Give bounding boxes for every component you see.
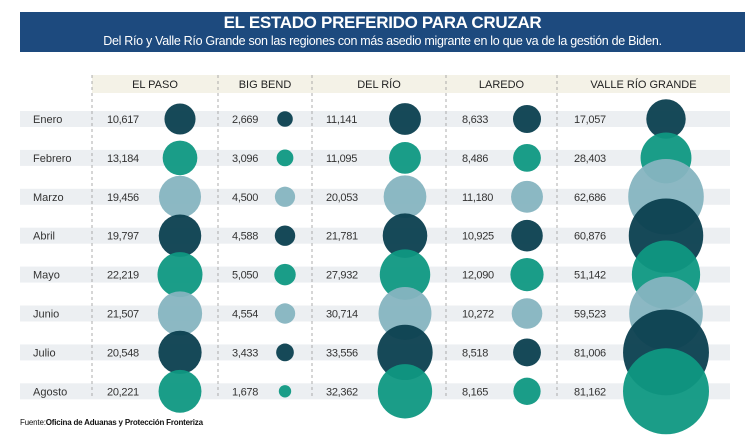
value-label: 17,057 — [574, 114, 606, 126]
value-label: 20,221 — [107, 386, 139, 398]
value-label: 1,678 — [232, 386, 258, 398]
bubble — [274, 225, 296, 246]
bubble — [511, 219, 543, 252]
month-label: Febrero — [33, 153, 72, 165]
value-label: 11,141 — [326, 114, 357, 126]
bubble — [512, 104, 542, 134]
value-label: 21,781 — [326, 231, 358, 243]
value-label: 19,797 — [107, 231, 139, 243]
value-label: 81,162 — [574, 386, 606, 398]
row-band — [20, 111, 730, 127]
value-label: 4,554 — [232, 309, 258, 321]
bubble — [276, 149, 294, 167]
row-band — [20, 149, 730, 166]
bubble — [274, 263, 296, 286]
bubble — [513, 377, 541, 405]
bubble — [158, 369, 202, 413]
bubble — [379, 249, 431, 300]
column-header: LAREDO — [479, 79, 525, 91]
value-label: 27,932 — [326, 270, 358, 282]
bubble — [623, 348, 709, 435]
bubble — [274, 303, 296, 324]
value-label: 60,876 — [574, 231, 606, 243]
value-label: 10,925 — [462, 231, 494, 243]
bubble — [389, 103, 421, 135]
month-label: Agosto — [33, 386, 67, 398]
bubble — [278, 385, 292, 398]
value-label: 2,669 — [232, 114, 258, 126]
value-label: 8,518 — [462, 347, 488, 359]
month-label: Marzo — [33, 192, 64, 204]
value-label: 8,165 — [462, 386, 488, 398]
bubble — [389, 142, 421, 174]
month-label: Junio — [33, 309, 59, 321]
bubble — [383, 175, 427, 219]
source-text: Oficina de Aduanas y Protección Fronteri… — [45, 418, 203, 427]
value-label: 62,686 — [574, 192, 606, 204]
title-banner: EL ESTADO PREFERIDO PARA CRUZAR Del Río … — [20, 12, 745, 52]
value-label: 19,456 — [107, 192, 139, 204]
bubble — [513, 338, 541, 367]
month-label: Abril — [33, 231, 55, 243]
value-label: 3,096 — [232, 153, 258, 165]
value-label: 4,500 — [232, 192, 258, 204]
value-label: 28,403 — [574, 153, 606, 165]
value-label: 11,180 — [462, 192, 493, 204]
bubble — [382, 213, 428, 258]
column-header: EL PASO — [132, 79, 178, 91]
month-label: Mayo — [33, 270, 60, 282]
column-header: DEL RÍO — [357, 78, 401, 91]
value-label: 13,184 — [107, 153, 139, 165]
value-label: 8,486 — [462, 153, 488, 165]
chart-subtitle: Del Río y Valle Río Grande son las regio… — [103, 34, 662, 48]
bubble — [277, 111, 293, 127]
column-header: VALLE RÍO GRANDE — [590, 78, 696, 91]
source-note: Fuente:Oficina de Aduanas y Protección F… — [20, 418, 203, 427]
bubble — [274, 186, 296, 207]
month-label: Julio — [33, 347, 56, 359]
bubble — [377, 364, 433, 419]
value-label: 20,548 — [107, 347, 139, 359]
bubble — [513, 144, 541, 172]
value-label: 12,090 — [462, 270, 494, 282]
bubble — [510, 258, 544, 292]
value-label: 32,362 — [326, 386, 358, 398]
value-label: 4,588 — [232, 231, 258, 243]
value-label: 22,219 — [107, 270, 139, 282]
value-label: 10,617 — [107, 114, 139, 126]
bubble — [157, 252, 203, 298]
header-band — [92, 75, 730, 93]
value-label: 81,006 — [574, 347, 606, 359]
source-label: Fuente: — [20, 418, 46, 427]
bubble — [276, 343, 294, 362]
bubble — [511, 298, 543, 329]
column-header: BIG BEND — [239, 79, 292, 91]
bubble — [378, 287, 432, 340]
value-label: 21,507 — [107, 309, 139, 321]
bubble — [158, 330, 202, 375]
value-label: 51,142 — [574, 270, 606, 282]
value-label: 5,050 — [232, 270, 258, 282]
bubble — [511, 180, 543, 213]
bubble — [158, 214, 202, 257]
value-label: 59,523 — [574, 309, 606, 321]
bubble — [162, 140, 198, 176]
bubble — [164, 103, 196, 135]
value-label: 8,633 — [462, 114, 488, 126]
bubble — [158, 175, 202, 218]
bubble — [157, 291, 203, 336]
value-label: 20,053 — [326, 192, 358, 204]
value-label: 3,433 — [232, 347, 258, 359]
bubble — [377, 324, 433, 381]
bubble — [646, 99, 686, 139]
month-label: Enero — [33, 114, 62, 126]
value-label: 10,272 — [462, 309, 494, 321]
value-label: 33,556 — [326, 347, 358, 359]
chart-title: EL ESTADO PREFERIDO PARA CRUZAR — [223, 13, 542, 32]
value-label: 30,714 — [326, 309, 358, 321]
value-label: 11,095 — [326, 153, 357, 165]
